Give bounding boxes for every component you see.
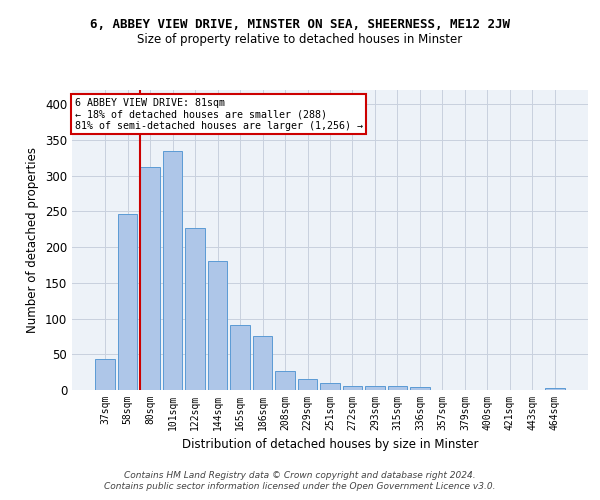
Text: 6 ABBEY VIEW DRIVE: 81sqm
← 18% of detached houses are smaller (288)
81% of semi: 6 ABBEY VIEW DRIVE: 81sqm ← 18% of detac…	[74, 98, 362, 130]
Bar	[230, 325, 250, 390]
Bar	[365, 386, 385, 390]
Bar	[343, 386, 362, 390]
X-axis label: Distribution of detached houses by size in Minster: Distribution of detached houses by size …	[182, 438, 478, 452]
Y-axis label: Number of detached properties: Number of detached properties	[26, 147, 40, 333]
Bar	[545, 388, 565, 390]
Text: 6, ABBEY VIEW DRIVE, MINSTER ON SEA, SHEERNESS, ME12 2JW: 6, ABBEY VIEW DRIVE, MINSTER ON SEA, SHE…	[90, 18, 510, 30]
Bar	[410, 387, 430, 390]
Bar	[275, 372, 295, 390]
Bar	[185, 228, 205, 390]
Bar	[140, 167, 160, 390]
Bar	[118, 214, 137, 390]
Bar	[320, 383, 340, 390]
Bar	[253, 336, 272, 390]
Bar	[95, 358, 115, 390]
Bar	[208, 262, 227, 390]
Text: Size of property relative to detached houses in Minster: Size of property relative to detached ho…	[137, 32, 463, 46]
Text: Contains public sector information licensed under the Open Government Licence v3: Contains public sector information licen…	[104, 482, 496, 491]
Bar	[388, 386, 407, 390]
Bar	[163, 150, 182, 390]
Bar	[298, 378, 317, 390]
Text: Contains HM Land Registry data © Crown copyright and database right 2024.: Contains HM Land Registry data © Crown c…	[124, 470, 476, 480]
